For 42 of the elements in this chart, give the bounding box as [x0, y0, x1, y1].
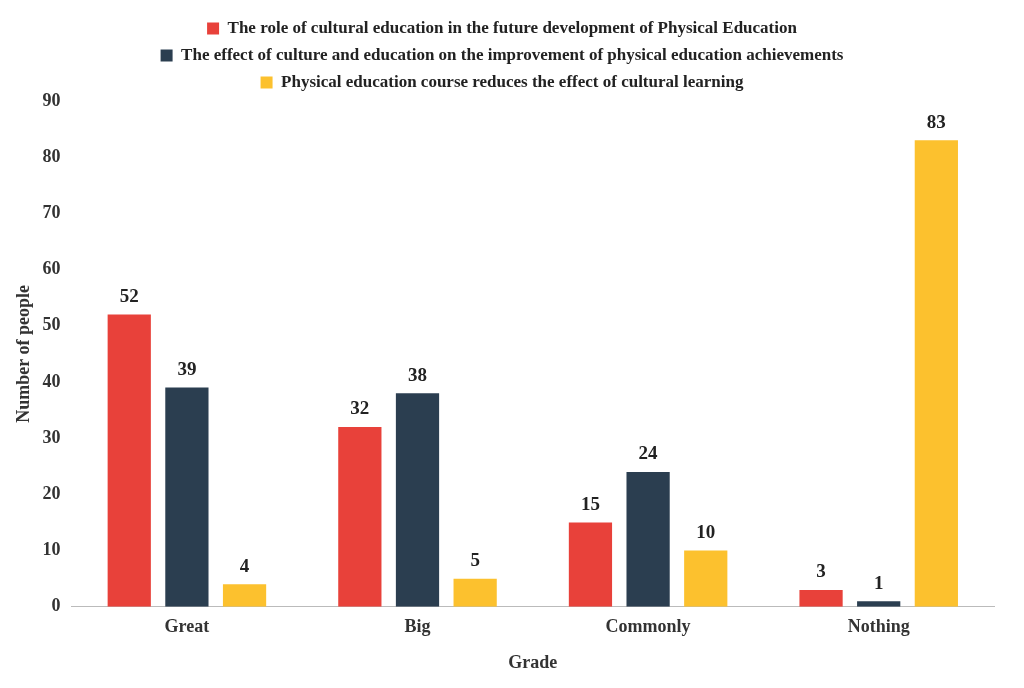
y-tick-label: 80	[42, 145, 61, 166]
y-axis-title: Number of people	[13, 285, 34, 423]
bar	[222, 584, 267, 607]
legend-label: The effect of culture and education on the improvement of physical education achievements	[181, 44, 844, 64]
y-tick-label: 20	[42, 483, 61, 504]
data-label: 24	[638, 442, 659, 464]
y-tick-label: 40	[42, 370, 61, 391]
data-label: 4	[239, 554, 250, 576]
bar	[626, 471, 670, 607]
data-label: 3	[816, 560, 826, 582]
x-tick-label: Big	[404, 616, 431, 637]
data-label: 15	[580, 492, 600, 514]
data-label: 83	[926, 110, 946, 132]
y-tick-label: 90	[42, 89, 61, 110]
y-tick-label: 10	[42, 539, 61, 560]
y-tick-label: 60	[42, 258, 61, 279]
x-tick-label: Great	[164, 616, 210, 637]
bar	[684, 550, 728, 607]
bar	[914, 140, 958, 607]
bar	[799, 589, 843, 607]
bar	[568, 522, 613, 607]
x-axis-title: Grade	[508, 651, 558, 672]
data-label: 52	[119, 284, 139, 306]
bar	[165, 387, 209, 607]
x-tick-label: Commonly	[605, 616, 691, 637]
bar	[395, 393, 440, 607]
bar	[107, 314, 151, 607]
legend-label: The role of cultural education in the future development of Physical Education	[227, 17, 798, 37]
x-tick-label: Nothing	[847, 616, 910, 637]
bar	[453, 578, 497, 607]
y-tick-label: 0	[51, 595, 61, 616]
data-label: 32	[350, 397, 370, 419]
bar	[338, 426, 382, 607]
data-label: 39	[177, 358, 197, 380]
data-label: 5	[470, 549, 480, 571]
data-label: 1	[873, 571, 884, 593]
y-tick-label: 50	[42, 314, 61, 335]
y-tick-label: 30	[42, 426, 61, 447]
data-label: 10	[696, 521, 716, 543]
y-tick-label: 70	[42, 202, 61, 223]
legend-label: Physical education course reduces the effect of cultural learning	[281, 71, 744, 91]
data-label: 38	[408, 363, 427, 385]
